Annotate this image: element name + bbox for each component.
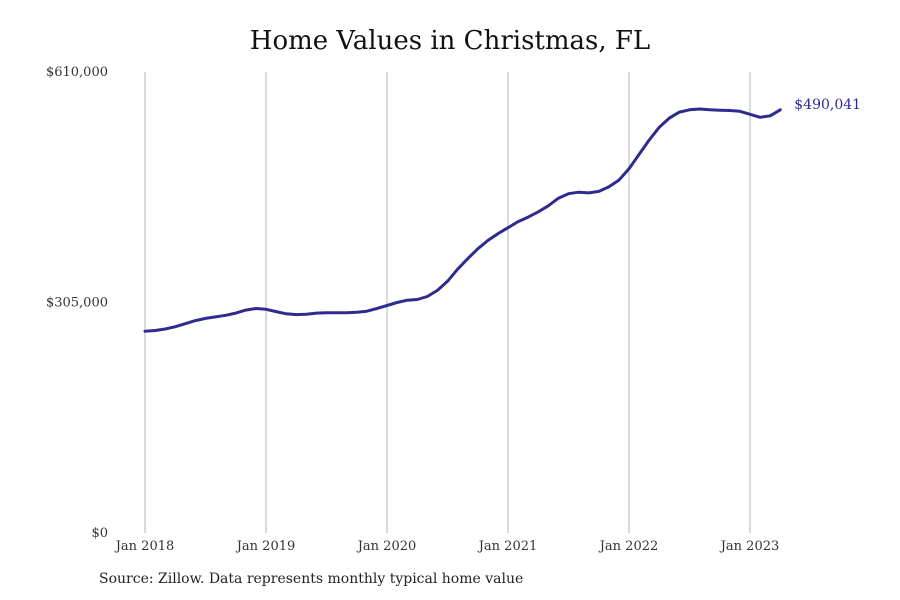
source-note: Source: Zillow. Data represents monthly …: [99, 571, 524, 587]
x-tick-label: Jan 2021: [477, 539, 538, 554]
y-tick-label: $305,000: [46, 296, 108, 311]
x-tick-label: Jan 2018: [114, 539, 175, 554]
y-tick-label: $0: [91, 526, 108, 541]
home-value-line: [143, 107, 782, 333]
x-tick-label: Jan 2023: [719, 539, 780, 554]
x-tick-label: Jan 2020: [356, 539, 417, 554]
x-axis-ticks: Jan 2018 Jan 2019 Jan 2020 Jan 2021 Jan 2022…: [114, 539, 780, 554]
last-value-label: $490,041: [794, 97, 861, 113]
y-axis-ticks: $0 $305,000 $610,000: [46, 65, 108, 541]
vertical-grid-lines: [144, 72, 751, 533]
x-tick-label: Jan 2019: [235, 539, 296, 554]
x-tick-label: Jan 2022: [598, 539, 659, 554]
chart-title: Home Values in Christmas, FL: [249, 26, 651, 56]
y-tick-label: $610,000: [46, 65, 108, 80]
